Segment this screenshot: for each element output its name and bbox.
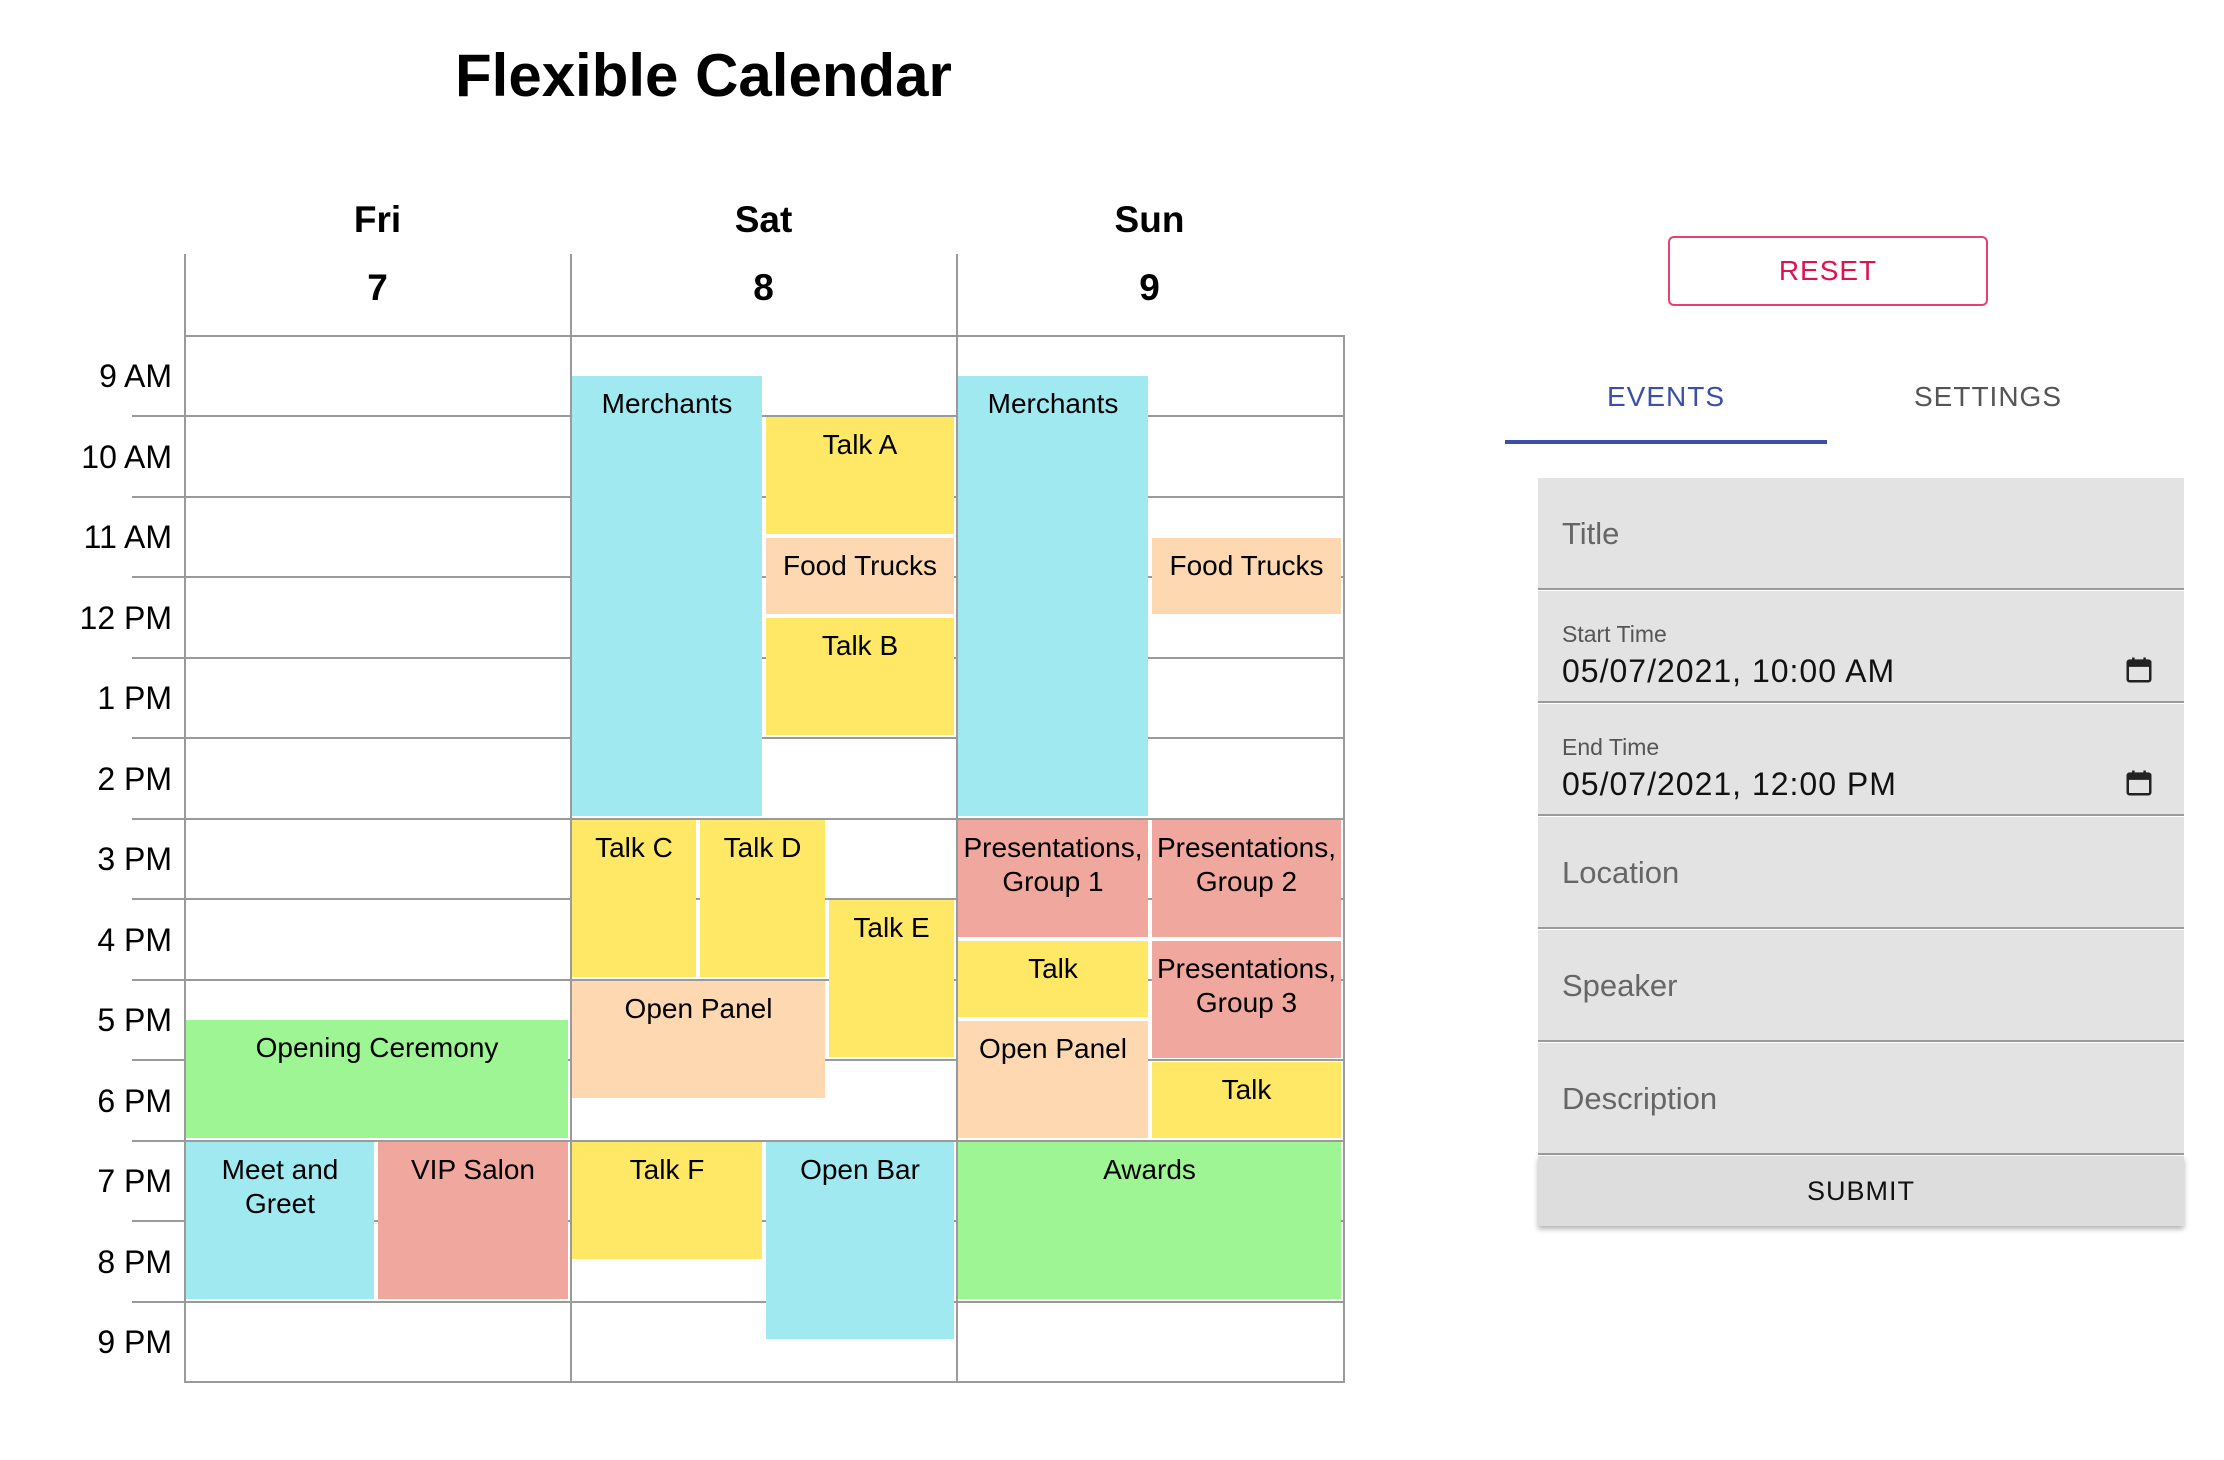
event-vip-salon[interactable]: VIP Salon (378, 1142, 568, 1299)
event-talk-d[interactable]: Talk D (700, 820, 825, 977)
end-time-value: 05/07/2021, 12:00 PM (1562, 766, 1897, 802)
grid-column-line (570, 254, 572, 1383)
time-label-2pm: 2 PM (97, 761, 172, 797)
event-opening-ceremony[interactable]: Opening Ceremony (186, 1020, 568, 1138)
location-placeholder: Location (1562, 855, 1680, 890)
page-title: Flexible Calendar (455, 42, 952, 109)
event-open-panel-sat[interactable]: Open Panel (572, 981, 825, 1098)
event-merchants-sun[interactable]: Merchants (958, 376, 1148, 816)
grid-line (185, 1381, 1345, 1383)
event-presentations-group-1[interactable]: Presentations, Group 1 (958, 820, 1148, 937)
speaker-placeholder: Speaker (1562, 968, 1678, 1003)
grid-line (132, 818, 1345, 820)
grid-line (132, 979, 1345, 981)
time-label-11am: 11 AM (83, 519, 172, 555)
event-merchants-sat[interactable]: Merchants (572, 376, 762, 816)
description-field[interactable]: Description (1538, 1043, 2184, 1155)
description-placeholder: Description (1562, 1081, 1718, 1116)
time-label-3pm: 3 PM (97, 841, 172, 877)
grid-line (132, 1140, 1345, 1142)
event-talk-f[interactable]: Talk F (572, 1142, 762, 1259)
time-label-4pm: 4 PM (97, 922, 172, 958)
event-talk-sun-2[interactable]: Talk (1152, 1062, 1341, 1138)
title-placeholder: Title (1562, 516, 1620, 551)
start-time-label: Start Time (1562, 621, 1667, 647)
end-time-label: End Time (1562, 734, 1660, 760)
time-label-5pm: 5 PM (97, 1002, 172, 1038)
time-label-10am: 10 AM (81, 439, 172, 475)
day-number-sat: 8 (753, 267, 774, 308)
active-tab-indicator (1505, 440, 1827, 444)
event-talk-e[interactable]: Talk E (829, 900, 954, 1057)
event-presentations-group-3[interactable]: Presentations, Group 3 (1152, 941, 1341, 1058)
day-number-sun: 9 (1139, 267, 1160, 308)
event-talk-sun-1[interactable]: Talk (958, 941, 1148, 1017)
tab-events[interactable]: EVENTS (1606, 381, 1726, 412)
speaker-field[interactable]: Speaker (1538, 930, 2184, 1042)
title-field[interactable]: Title (1538, 478, 2184, 590)
calendar-icon[interactable] (2124, 768, 2154, 798)
grid-line (185, 335, 1345, 337)
day-number-fri: 7 (367, 267, 388, 308)
time-label-9am: 9 AM (99, 358, 172, 394)
time-label-9pm: 9 PM (97, 1324, 172, 1360)
time-label-8pm: 8 PM (97, 1244, 172, 1280)
event-open-bar[interactable]: Open Bar (766, 1142, 954, 1339)
grid-line (132, 1301, 1345, 1303)
location-field[interactable]: Location (1538, 817, 2184, 929)
event-food-trucks-sat[interactable]: Food Trucks (766, 538, 954, 614)
grid-column-line (956, 254, 958, 1383)
event-food-trucks-sun[interactable]: Food Trucks (1152, 538, 1341, 614)
event-talk-a[interactable]: Talk A (766, 417, 954, 534)
end-time-field[interactable]: End Time 05/07/2021, 12:00 PM (1538, 704, 2184, 816)
calendar-icon[interactable] (2124, 655, 2154, 685)
day-header-fri: Fri (353, 199, 402, 240)
day-header-sun: Sun (1114, 199, 1185, 240)
event-meet-and-greet[interactable]: Meet and Greet (186, 1142, 374, 1299)
event-presentations-group-2[interactable]: Presentations, Group 2 (1152, 820, 1341, 937)
time-label-1pm: 1 PM (97, 680, 172, 716)
event-talk-b[interactable]: Talk B (766, 618, 954, 735)
grid-column-line (1343, 335, 1345, 1383)
reset-button[interactable]: RESET (1668, 236, 1988, 306)
event-awards[interactable]: Awards (958, 1142, 1341, 1299)
day-header-sat: Sat (734, 199, 793, 240)
submit-button[interactable]: SUBMIT (1538, 1156, 2184, 1226)
start-time-field[interactable]: Start Time 05/07/2021, 10:00 AM (1538, 591, 2184, 703)
event-talk-c[interactable]: Talk C (572, 820, 696, 977)
time-label-6pm: 6 PM (97, 1083, 172, 1119)
time-label-12pm: 12 PM (79, 600, 172, 636)
start-time-value: 05/07/2021, 10:00 AM (1562, 653, 1896, 689)
time-label-7pm: 7 PM (97, 1163, 172, 1199)
tab-settings[interactable]: SETTINGS (1913, 381, 2062, 412)
event-open-panel-sun[interactable]: Open Panel (958, 1021, 1148, 1138)
grid-column-line (184, 254, 186, 1383)
